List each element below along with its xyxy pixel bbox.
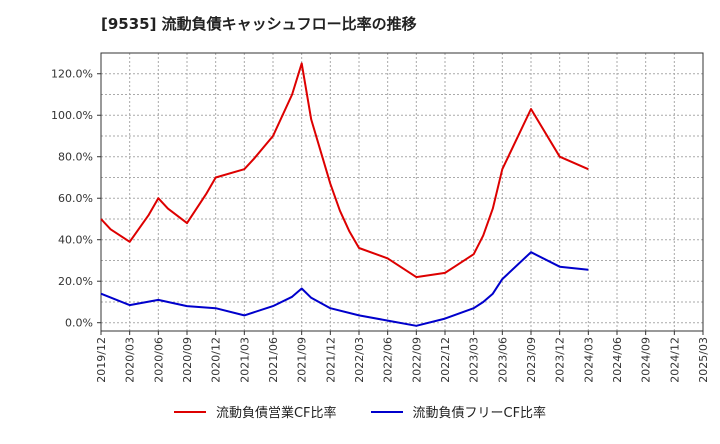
x-tick-label: 2021/06 [267, 337, 280, 383]
x-tick-label: 2020/12 [210, 337, 223, 383]
x-tick-label: 2024/09 [640, 337, 653, 383]
legend-label-free-cf: 流動負債フリーCF比率 [412, 406, 547, 421]
y-tick-label: 0.0% [65, 317, 93, 330]
x-tick-label: 2021/09 [296, 337, 309, 383]
x-tick-label: 2023/12 [554, 337, 567, 383]
x-tick-label: 2022/09 [410, 337, 423, 383]
x-tick-label: 2020/09 [181, 337, 194, 383]
legend-swatch-red [173, 410, 206, 413]
x-tick-label: 2022/06 [382, 337, 395, 383]
x-tick-label: 2020/06 [152, 337, 165, 383]
x-tick-label: 2021/03 [238, 337, 251, 383]
legend-item-operating-cf: 流動負債営業CF比率 [173, 402, 337, 421]
x-tick-label: 2024/03 [582, 337, 595, 383]
x-tick-label: 2024/12 [668, 337, 681, 383]
x-tick-label: 2023/03 [468, 337, 481, 383]
x-tick-label: 2024/06 [611, 337, 624, 383]
y-tick-label: 120.0% [51, 68, 93, 81]
y-tick-label: 40.0% [58, 234, 93, 247]
x-tick-label: 2019/12 [95, 337, 108, 383]
legend: 流動負債営業CF比率 流動負債フリーCF比率 [0, 402, 720, 421]
y-tick-label: 80.0% [58, 151, 93, 164]
x-tick-label: 2023/06 [496, 337, 509, 383]
x-tick-label: 2022/03 [353, 337, 366, 383]
x-tick-label: 2025/03 [697, 337, 710, 383]
plot-frame [100, 52, 704, 332]
legend-item-free-cf: 流動負債フリーCF比率 [370, 402, 547, 421]
series-line-2 [100, 251, 589, 327]
legend-swatch-blue [370, 410, 403, 413]
series-line-1 [100, 62, 589, 279]
y-tick-label: 60.0% [58, 192, 93, 205]
chart-title: [9535] 流動負債キャッシュフロー比率の推移 [101, 15, 417, 33]
y-tick-label: 20.0% [58, 275, 93, 288]
x-tick-label: 2023/09 [525, 337, 538, 383]
x-tick-label: 2020/03 [124, 337, 137, 383]
legend-label-operating-cf: 流動負債営業CF比率 [215, 406, 337, 421]
x-tick-label: 2022/12 [439, 337, 452, 383]
x-tick-label: 2021/12 [324, 337, 337, 383]
y-tick-label: 100.0% [51, 109, 93, 122]
